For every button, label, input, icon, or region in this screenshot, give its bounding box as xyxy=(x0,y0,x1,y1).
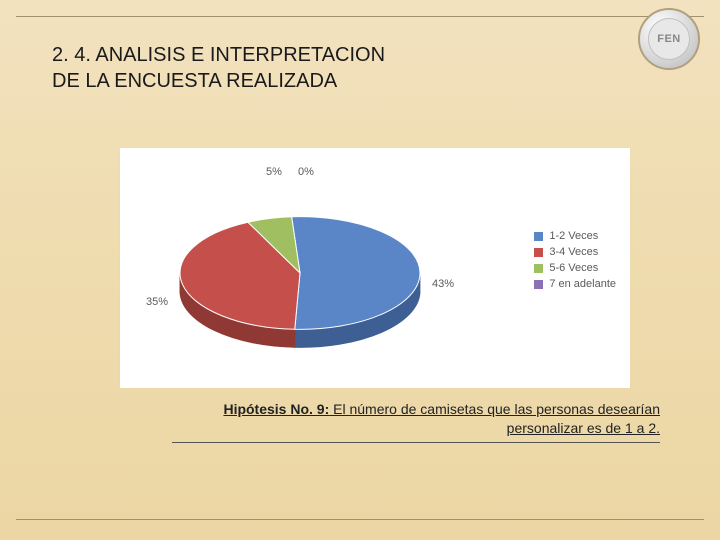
legend-label-2: 3-4 Veces xyxy=(549,246,598,258)
title-line-1: 2. 4. ANALISIS E INTERPRETACION xyxy=(52,42,385,68)
pie-svg xyxy=(160,178,440,368)
caption-rest: El número de camisetas que las personas … xyxy=(329,401,660,436)
caption-rule xyxy=(172,442,660,443)
slice-label-35: 35% xyxy=(146,296,168,308)
legend-label-3: 5-6 Veces xyxy=(549,262,598,274)
legend-item-4: 7 en adelante xyxy=(534,278,616,290)
legend-item-3: 5-6 Veces xyxy=(534,262,616,274)
slide: FEN 2. 4. ANALISIS E INTERPRETACION DE L… xyxy=(0,0,720,540)
legend-label-4: 7 en adelante xyxy=(549,278,616,290)
slice-label-0: 0% xyxy=(298,166,314,178)
legend-swatch-3 xyxy=(534,264,543,273)
page-title: 2. 4. ANALISIS E INTERPRETACION DE LA EN… xyxy=(52,42,385,94)
logo-badge: FEN xyxy=(638,8,700,70)
legend: 1-2 Veces 3-4 Veces 5-6 Veces 7 en adela… xyxy=(534,226,616,294)
legend-swatch-1 xyxy=(534,232,543,241)
top-rule xyxy=(16,16,704,17)
legend-swatch-2 xyxy=(534,248,543,257)
pie-chart xyxy=(160,178,440,368)
slice-label-43: 43% xyxy=(432,278,454,290)
pie-chart-panel: 43% 35% 5% 0% 1-2 Veces 3-4 Veces 5-6 Ve… xyxy=(120,148,630,388)
title-line-2: DE LA ENCUESTA REALIZADA xyxy=(52,68,385,94)
legend-swatch-4 xyxy=(534,280,543,289)
legend-item-1: 1-2 Veces xyxy=(534,230,616,242)
caption-bold: Hipótesis No. 9: xyxy=(223,401,329,417)
caption: Hipótesis No. 9: El número de camisetas … xyxy=(172,400,660,438)
logo-text: FEN xyxy=(648,18,690,60)
legend-item-2: 3-4 Veces xyxy=(534,246,616,258)
bottom-rule xyxy=(16,519,704,520)
legend-label-1: 1-2 Veces xyxy=(549,230,598,242)
slice-label-5: 5% xyxy=(266,166,282,178)
